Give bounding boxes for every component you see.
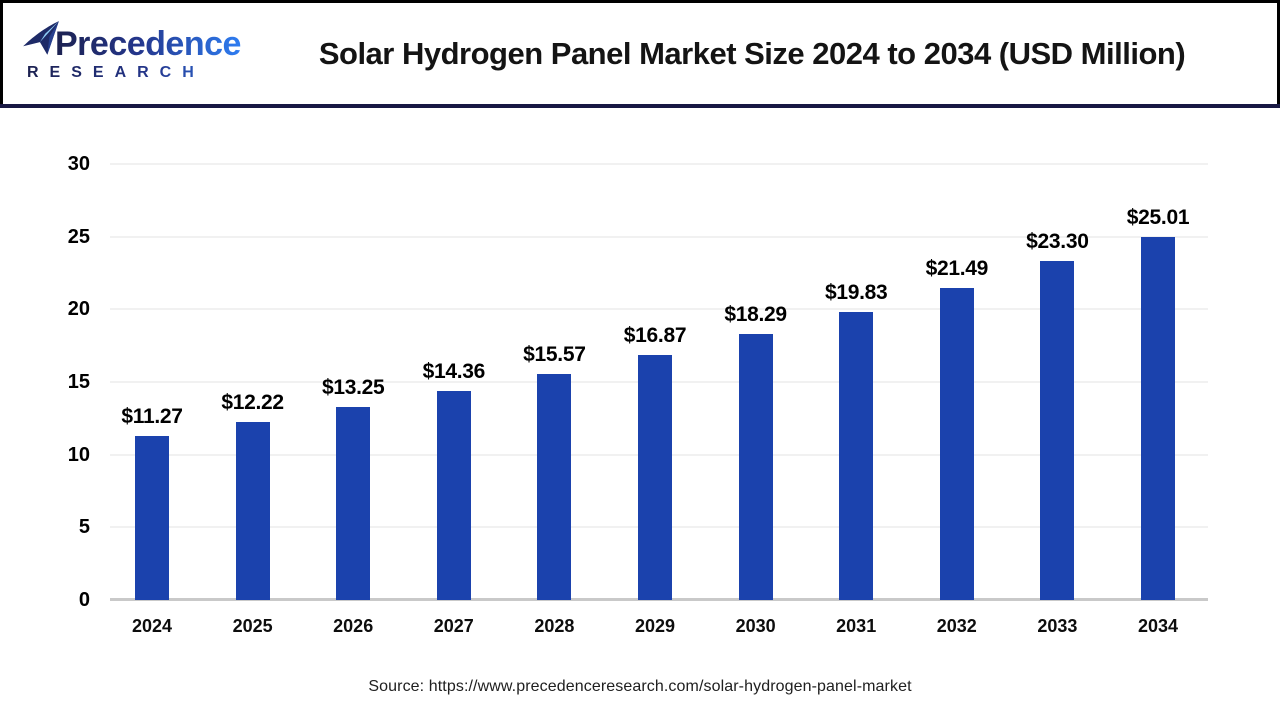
- y-axis-tick-10: 10: [67, 443, 90, 466]
- bar-2028: [537, 373, 572, 600]
- header-separator-line: [0, 104, 1280, 108]
- x-axis-tick-2033: 2033: [1037, 616, 1078, 636]
- bar-2031: [839, 311, 874, 600]
- bar-2025: [235, 422, 270, 600]
- value-label-2032: $21.49: [925, 256, 989, 280]
- bar-2026: [336, 407, 371, 600]
- value-label-2027: $14.36: [422, 360, 486, 384]
- x-axis-tick-2028: 2028: [534, 616, 575, 636]
- bar-2029: [638, 354, 672, 600]
- y-axis-tick-5: 5: [78, 516, 90, 539]
- header: Precedence RESEARCH Solar Hydrogen Panel…: [0, 0, 1280, 104]
- x-axis-tick-2029: 2029: [634, 616, 676, 636]
- value-label-2029: $16.87: [623, 323, 687, 347]
- gridline-20: [110, 308, 1208, 311]
- x-axis-tick-2026: 2026: [333, 616, 374, 636]
- bar-2033: [1040, 261, 1075, 600]
- y-axis-tick-30: 30: [67, 153, 90, 175]
- x-axis-tick-2032: 2032: [936, 616, 977, 636]
- y-axis-tick-25: 25: [67, 225, 90, 248]
- x-axis-tick-2030: 2030: [735, 616, 776, 636]
- y-axis-tick-15: 15: [67, 371, 90, 393]
- x-axis-tick-2027: 2027: [433, 616, 474, 636]
- value-label-2028: $15.57: [523, 342, 586, 366]
- paper-plane-icon: [23, 21, 59, 55]
- y-axis-tick-20: 20: [67, 298, 90, 321]
- bar-2032: [939, 287, 974, 600]
- bar-2030: [738, 334, 773, 600]
- value-label-2026: $13.25: [321, 376, 385, 400]
- gridline-30: [110, 163, 1208, 165]
- x-axis-tick-2024: 2024: [131, 616, 173, 636]
- source-text: Source: https://www.precedenceresearch.c…: [368, 678, 912, 695]
- y-axis-tick-0: 0: [78, 589, 90, 611]
- logo-subname: RESEARCH: [27, 64, 255, 82]
- value-label-2031: $19.83: [824, 280, 888, 304]
- chart-title: Solar Hydrogen Panel Market Size 2024 to…: [318, 35, 1186, 71]
- value-label-2025: $12.22: [221, 391, 284, 415]
- value-label-2024: $11.27: [121, 405, 183, 429]
- x-axis-tick-2034: 2034: [1137, 616, 1179, 636]
- value-label-2030: $18.29: [724, 303, 787, 327]
- bar-2034: [1141, 236, 1175, 600]
- x-axis-tick-2031: 2031: [836, 616, 877, 636]
- bar-2024: [135, 436, 169, 600]
- bar-2027: [436, 391, 471, 600]
- value-label-2034: $25.01: [1126, 205, 1190, 229]
- x-axis-tick-2025: 2025: [232, 616, 273, 636]
- logo-row: Precedence: [20, 21, 255, 63]
- gridline-25: [110, 235, 1208, 238]
- logo-name: Precedence: [55, 25, 241, 63]
- value-label-2033: $23.30: [1026, 230, 1089, 254]
- precedence-research-logo: Precedence RESEARCH: [3, 21, 255, 82]
